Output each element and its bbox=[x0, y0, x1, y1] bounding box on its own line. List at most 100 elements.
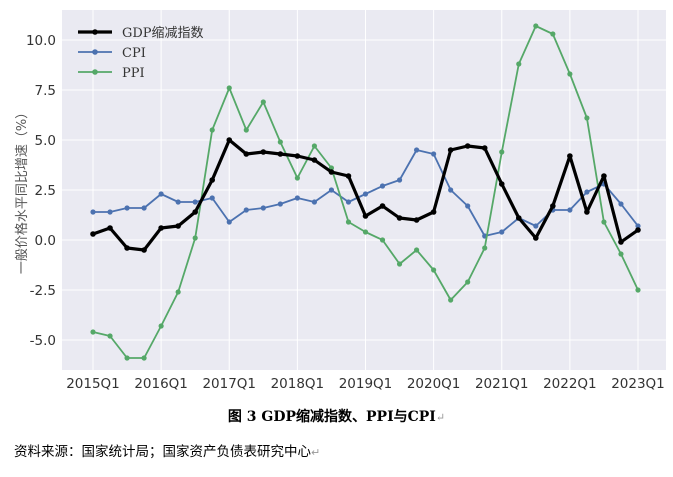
gdp-deflator-point bbox=[635, 227, 641, 233]
y-tick-label: 0.0 bbox=[35, 233, 56, 249]
ppi-point bbox=[482, 245, 488, 251]
cpi-point bbox=[431, 151, 437, 157]
gdp-deflator-point bbox=[567, 153, 573, 159]
gdp-deflator-point bbox=[498, 181, 505, 187]
ppi-point bbox=[209, 127, 215, 133]
legend-marker bbox=[92, 49, 98, 55]
cpi-point bbox=[345, 199, 352, 205]
ppi-point bbox=[141, 355, 147, 361]
gdp-deflator-point bbox=[533, 235, 539, 241]
source-text: 资料来源：国家统计局；国家资产负债表研究中心 bbox=[14, 444, 311, 460]
legend-label: CPI bbox=[122, 46, 146, 61]
ppi-point bbox=[550, 31, 556, 37]
ppi-point bbox=[311, 143, 318, 149]
gdp-deflator-point bbox=[379, 203, 386, 209]
cpi-point bbox=[567, 207, 573, 213]
caption-text: 图 3 GDP缩减指数、PPI与CPI bbox=[227, 409, 436, 425]
gdp-deflator-point bbox=[124, 245, 130, 251]
ppi-point bbox=[448, 297, 454, 303]
y-tick-label: 10.0 bbox=[26, 33, 56, 49]
gdp-deflator-point bbox=[328, 169, 335, 175]
ppi-point bbox=[243, 127, 249, 133]
y-tick-labels: -5.0 -2.5 0.0 2.5 5.0 7.5 10.0 bbox=[26, 33, 56, 349]
ppi-point bbox=[107, 333, 113, 339]
series-ppi bbox=[90, 23, 641, 361]
cpi-point bbox=[192, 199, 198, 205]
cpi-point bbox=[584, 189, 590, 195]
ppi-point bbox=[260, 99, 266, 105]
ppi-point bbox=[431, 267, 437, 273]
gdp-deflator-point bbox=[584, 209, 590, 215]
gdp-deflator-point bbox=[618, 239, 624, 245]
ppi-point bbox=[584, 115, 590, 121]
gdp-deflator-point bbox=[226, 137, 233, 143]
gdp-deflator-point bbox=[362, 213, 369, 219]
gdp-deflator-point bbox=[243, 151, 250, 157]
cpi-point bbox=[635, 223, 641, 229]
cpi-point bbox=[499, 229, 505, 235]
gdp-deflator-point bbox=[430, 209, 437, 215]
gdp-deflator-point bbox=[413, 217, 420, 223]
cpi-point bbox=[277, 201, 283, 207]
cpi-point bbox=[90, 209, 96, 215]
cpi-point bbox=[107, 209, 113, 215]
gdp-deflator-point bbox=[311, 157, 318, 163]
y-tick-label: -2.5 bbox=[30, 283, 56, 299]
ppi-point bbox=[413, 247, 420, 253]
gdp-deflator-point bbox=[345, 173, 352, 179]
figure-caption: 图 3 GDP缩减指数、PPI与CPI↵ bbox=[0, 406, 673, 426]
y-tick-label: -5.0 bbox=[30, 333, 56, 349]
x-tick-label: 2018Q1 bbox=[271, 376, 325, 392]
cpi-point bbox=[533, 223, 539, 229]
cpi-point bbox=[448, 187, 454, 193]
gdp-deflator-point bbox=[550, 203, 556, 209]
ppi-point bbox=[601, 219, 607, 225]
ppi-point bbox=[158, 323, 164, 329]
ppi-point bbox=[90, 329, 96, 335]
gdp-deflator-point bbox=[175, 223, 181, 229]
gdp-deflator-point bbox=[107, 225, 113, 231]
gdp-deflator-point bbox=[260, 149, 267, 155]
gdp-deflator-point bbox=[277, 151, 284, 157]
gdp-deflator-point bbox=[209, 177, 216, 183]
gdp-deflator-point bbox=[481, 145, 488, 151]
caption-paragraph-mark: ↵ bbox=[435, 411, 446, 424]
ppi-point bbox=[124, 355, 130, 361]
cpi-point bbox=[362, 191, 369, 197]
x-tick-label: 2016Q1 bbox=[134, 376, 188, 392]
ppi-point bbox=[277, 139, 283, 145]
cpi-point bbox=[379, 183, 386, 189]
y-axis-label: 一般价格水平同比增速（%） bbox=[14, 106, 30, 274]
gdp-deflator-point bbox=[192, 209, 198, 215]
gdp-deflator-point bbox=[158, 225, 164, 231]
ppi-point bbox=[567, 71, 573, 77]
ppi-point bbox=[345, 219, 352, 225]
source-paragraph-mark: ↵ bbox=[311, 446, 321, 459]
cpi-point bbox=[413, 147, 420, 153]
y-tick-label: 2.5 bbox=[35, 183, 56, 199]
ppi-point bbox=[226, 85, 232, 91]
x-tick-label: 2021Q1 bbox=[475, 376, 529, 392]
x-tick-labels: 2015Q1 2016Q1 2017Q1 2018Q1 2019Q1 2020Q1 2021… bbox=[66, 376, 665, 392]
ppi-point bbox=[379, 237, 386, 243]
cpi-point bbox=[175, 199, 181, 205]
legend-label: GDP缩减指数 bbox=[122, 25, 204, 41]
y-tick-label: 7.5 bbox=[35, 83, 56, 99]
ppi-point bbox=[362, 229, 369, 235]
y-tick-label: 5.0 bbox=[35, 133, 56, 149]
ppi-point bbox=[618, 251, 624, 257]
cpi-point bbox=[618, 201, 624, 207]
legend-marker bbox=[92, 29, 98, 35]
x-tick-label: 2017Q1 bbox=[202, 376, 256, 392]
x-tick-label: 2023Q1 bbox=[611, 376, 665, 392]
gdp-deflator-point bbox=[601, 173, 607, 179]
cpi-point bbox=[294, 195, 300, 201]
legend-item-gdp-deflator: GDP缩减指数 bbox=[78, 25, 204, 41]
legend: GDP缩减指数 CPI PPI bbox=[78, 25, 204, 81]
cpi-point bbox=[226, 219, 232, 225]
cpi-point bbox=[311, 199, 318, 205]
legend-item-cpi: CPI bbox=[78, 46, 146, 61]
series-layer bbox=[90, 23, 641, 361]
cpi-point bbox=[124, 205, 130, 211]
x-tick-label: 2020Q1 bbox=[407, 376, 461, 392]
